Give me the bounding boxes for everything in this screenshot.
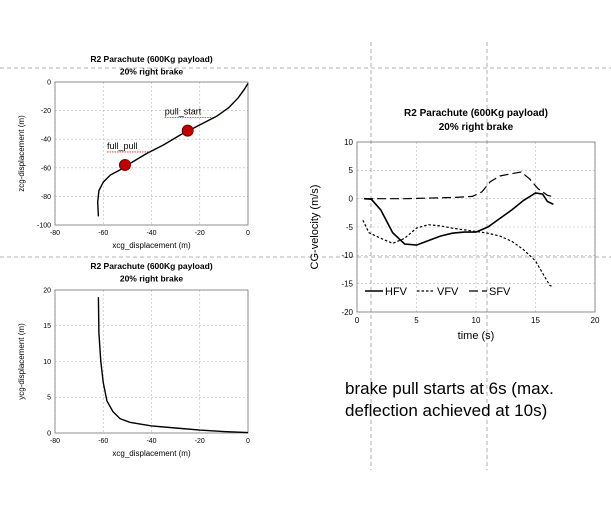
- chart1-subtitle: 20% right brake: [120, 67, 184, 77]
- chart3-legend-label-sfv: SFV: [489, 286, 511, 298]
- chart3-x-tick-label: 0: [355, 316, 360, 325]
- chart1-y-tick-label: -80: [41, 194, 51, 201]
- chart3-y-tick-label: -5: [346, 223, 354, 232]
- chart2-y-tick-label: 10: [43, 359, 51, 366]
- chart1-x-tick-label: -80: [50, 230, 60, 237]
- chart2-y-tick-label: 0: [47, 430, 51, 437]
- annotation-note: brake pull starts at 6s (max. deflection…: [345, 379, 554, 420]
- chart3-series-line-sfv: [364, 171, 555, 200]
- chart3-y-tick-label: 10: [344, 138, 353, 147]
- chart2-subtitle: 20% right brake: [120, 274, 184, 284]
- chart1-title: R2 Parachute (600Kg payload): [90, 54, 213, 64]
- chart2-y-tick-label: 20: [43, 287, 51, 294]
- chart2-series-line: [97, 297, 249, 434]
- chart3-y-tick-label: -15: [341, 279, 353, 288]
- chart3-x-tick-label: 20: [591, 316, 600, 325]
- chart2-x-tick-label: -20: [195, 438, 205, 445]
- chart1-x-tick-label: -60: [98, 230, 108, 237]
- chart3-y-tick-label: -20: [341, 308, 353, 317]
- chart3-y-axis-label: CG-velocity (m/s): [309, 185, 321, 270]
- chart1-y-axis-label: zcg-displacement (m): [17, 115, 26, 192]
- chart1-x-tick-label: -20: [195, 230, 205, 237]
- chart1-y-tick-label: -60: [41, 165, 51, 172]
- chart3-plot-frame: [356, 141, 596, 313]
- chart1-series-line: [96, 83, 249, 217]
- chart1-marker-pull-start: [181, 124, 194, 137]
- chart2-x-axis-label: xcg_displacement (m): [112, 449, 191, 458]
- chart3-x-tick-label: 15: [531, 316, 540, 325]
- chart1-annotation-full-pull: full_pull: [107, 141, 138, 151]
- chart2-title: R2 Parachute (600Kg payload): [90, 261, 213, 271]
- chart3-legend-label-vfv: VFV: [437, 286, 459, 298]
- chart1-x-axis-label: xcg_displacement (m): [112, 241, 191, 250]
- chart1-x-tick-label: -40: [146, 230, 156, 237]
- chart2-y-tick-label: 15: [43, 323, 51, 330]
- chart1-y-tick-label: -20: [41, 108, 51, 115]
- chart1-y-tick-label: 0: [47, 79, 51, 86]
- chart1-y-tick-label: -40: [41, 137, 51, 144]
- chart3-y-tick-label: -10: [341, 251, 353, 260]
- chart1-annotation-pull-start: pull_start: [165, 107, 202, 117]
- chart2-plot-frame: [54, 289, 249, 434]
- chart3-legend-label-hfv: HFV: [385, 286, 408, 298]
- chart3-x-axis-label: time (s): [458, 330, 495, 342]
- chart2-y-axis-label: ycg-displacement (m): [17, 323, 26, 400]
- chart3-series-line-hfv: [364, 192, 554, 246]
- chart1-x-tick-label: 0: [246, 230, 250, 237]
- chart2-x-tick-label: -60: [98, 438, 108, 445]
- chart2-y-tick-label: 5: [47, 395, 51, 402]
- chart2-x-tick-label: 0: [246, 438, 250, 445]
- chart3-title: R2 Parachute (600Kg payload): [404, 108, 548, 119]
- chart3-y-tick-label: 5: [349, 166, 354, 175]
- chart1-y-tick-label: -100: [37, 222, 51, 229]
- chart3-y-tick-label: 0: [349, 194, 354, 203]
- chart2-x-tick-label: -40: [146, 438, 156, 445]
- chart3-x-tick-label: 5: [414, 316, 419, 325]
- chart1-marker-full-pull: [118, 158, 131, 171]
- chart2-x-tick-label: -80: [50, 438, 60, 445]
- chart3-series-line-vfv: [362, 219, 554, 288]
- chart3-x-tick-label: 10: [472, 316, 481, 325]
- chart1-plot-frame: [54, 81, 249, 226]
- chart3-subtitle: 20% right brake: [439, 122, 514, 133]
